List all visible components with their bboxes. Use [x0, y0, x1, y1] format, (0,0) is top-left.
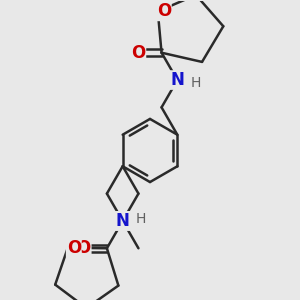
- Text: O: O: [157, 2, 171, 20]
- Text: O: O: [76, 239, 91, 257]
- Text: O: O: [131, 44, 146, 62]
- Text: N: N: [116, 212, 130, 230]
- Text: N: N: [170, 71, 184, 89]
- Text: H: H: [136, 211, 146, 225]
- Text: H: H: [190, 76, 201, 90]
- Text: N: N: [116, 212, 130, 230]
- Text: H: H: [136, 212, 146, 226]
- Text: O: O: [67, 239, 81, 257]
